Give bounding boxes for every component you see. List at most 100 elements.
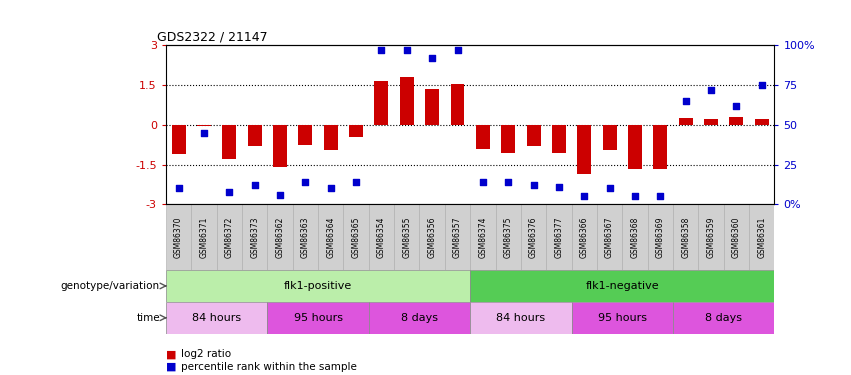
Point	[172, 186, 186, 192]
Point	[374, 47, 388, 53]
Bar	[172, 125, 186, 154]
Text: GSM86377: GSM86377	[554, 216, 563, 258]
Text: percentile rank within the sample: percentile rank within the sample	[181, 362, 357, 372]
Bar	[622, 204, 648, 270]
Bar	[577, 125, 591, 174]
Text: 8 days: 8 days	[705, 313, 742, 323]
Text: GSM86356: GSM86356	[428, 216, 437, 258]
Bar	[723, 204, 749, 270]
Bar	[166, 302, 267, 334]
Text: ■: ■	[166, 350, 176, 359]
Bar	[267, 302, 368, 334]
Bar	[704, 119, 718, 125]
Bar	[166, 270, 471, 302]
Text: GSM86354: GSM86354	[377, 216, 386, 258]
Bar	[273, 125, 287, 167]
Text: GSM86375: GSM86375	[504, 216, 512, 258]
Point	[349, 179, 363, 185]
Text: GSM86364: GSM86364	[326, 216, 335, 258]
Bar	[426, 89, 439, 125]
Text: GSM86366: GSM86366	[580, 216, 589, 258]
Point	[527, 182, 540, 188]
Bar	[344, 204, 368, 270]
Bar	[552, 125, 566, 153]
Text: GSM86371: GSM86371	[199, 216, 208, 258]
Text: GSM86359: GSM86359	[706, 216, 716, 258]
Bar	[471, 204, 495, 270]
Point	[501, 179, 515, 185]
Text: GSM86374: GSM86374	[478, 216, 488, 258]
Text: GSM86367: GSM86367	[605, 216, 614, 258]
Point	[426, 55, 439, 61]
Bar	[628, 125, 642, 168]
Bar	[217, 204, 242, 270]
Bar	[755, 119, 768, 125]
Bar	[597, 204, 622, 270]
Text: GSM86373: GSM86373	[250, 216, 260, 258]
Text: GSM86358: GSM86358	[681, 216, 690, 258]
Text: GSM86355: GSM86355	[403, 216, 411, 258]
Bar	[495, 204, 521, 270]
Point	[324, 186, 338, 192]
Text: GSM86362: GSM86362	[276, 216, 284, 258]
Text: ■: ■	[166, 362, 176, 372]
Bar	[501, 125, 515, 153]
Point	[603, 186, 616, 192]
Bar	[267, 204, 293, 270]
Bar	[471, 302, 572, 334]
Point	[578, 194, 591, 200]
Bar	[420, 204, 445, 270]
Text: GSM86360: GSM86360	[732, 216, 741, 258]
Bar	[242, 204, 267, 270]
Bar	[673, 204, 699, 270]
Bar	[197, 125, 211, 126]
Bar	[729, 117, 744, 125]
Bar	[648, 204, 673, 270]
Point	[248, 182, 261, 188]
Point	[705, 87, 718, 93]
Bar	[222, 125, 237, 159]
Text: log2 ratio: log2 ratio	[181, 350, 231, 359]
Text: 84 hours: 84 hours	[496, 313, 545, 323]
Bar	[521, 204, 546, 270]
Text: 84 hours: 84 hours	[192, 313, 241, 323]
Text: 95 hours: 95 hours	[294, 313, 343, 323]
Bar	[654, 125, 667, 168]
Bar	[191, 204, 217, 270]
Bar	[471, 270, 774, 302]
Point	[628, 194, 642, 200]
Text: GSM86370: GSM86370	[174, 216, 183, 258]
Bar	[476, 125, 490, 148]
Text: GSM86361: GSM86361	[757, 216, 766, 258]
Bar	[527, 125, 540, 146]
Text: GDS2322 / 21147: GDS2322 / 21147	[157, 30, 268, 43]
Point	[400, 47, 414, 53]
Point	[273, 192, 287, 198]
Bar	[299, 125, 312, 145]
Text: flk1-positive: flk1-positive	[284, 281, 352, 291]
Text: 95 hours: 95 hours	[597, 313, 647, 323]
Bar	[673, 302, 774, 334]
Point	[654, 194, 667, 200]
Point	[197, 130, 211, 136]
Text: GSM86369: GSM86369	[656, 216, 665, 258]
Bar	[368, 302, 471, 334]
Text: GSM86372: GSM86372	[225, 216, 234, 258]
Text: time: time	[136, 313, 160, 323]
Point	[755, 82, 768, 88]
Bar	[546, 204, 572, 270]
Bar	[445, 204, 471, 270]
Bar	[679, 118, 693, 125]
Bar	[572, 204, 597, 270]
Bar	[318, 204, 344, 270]
Bar	[603, 125, 617, 150]
Point	[222, 189, 236, 195]
Point	[476, 179, 489, 185]
Bar	[248, 125, 261, 146]
Text: flk1-negative: flk1-negative	[585, 281, 660, 291]
Bar	[349, 125, 363, 136]
Bar	[374, 81, 388, 125]
Point	[299, 179, 312, 185]
Bar	[323, 125, 338, 150]
Bar	[166, 204, 191, 270]
